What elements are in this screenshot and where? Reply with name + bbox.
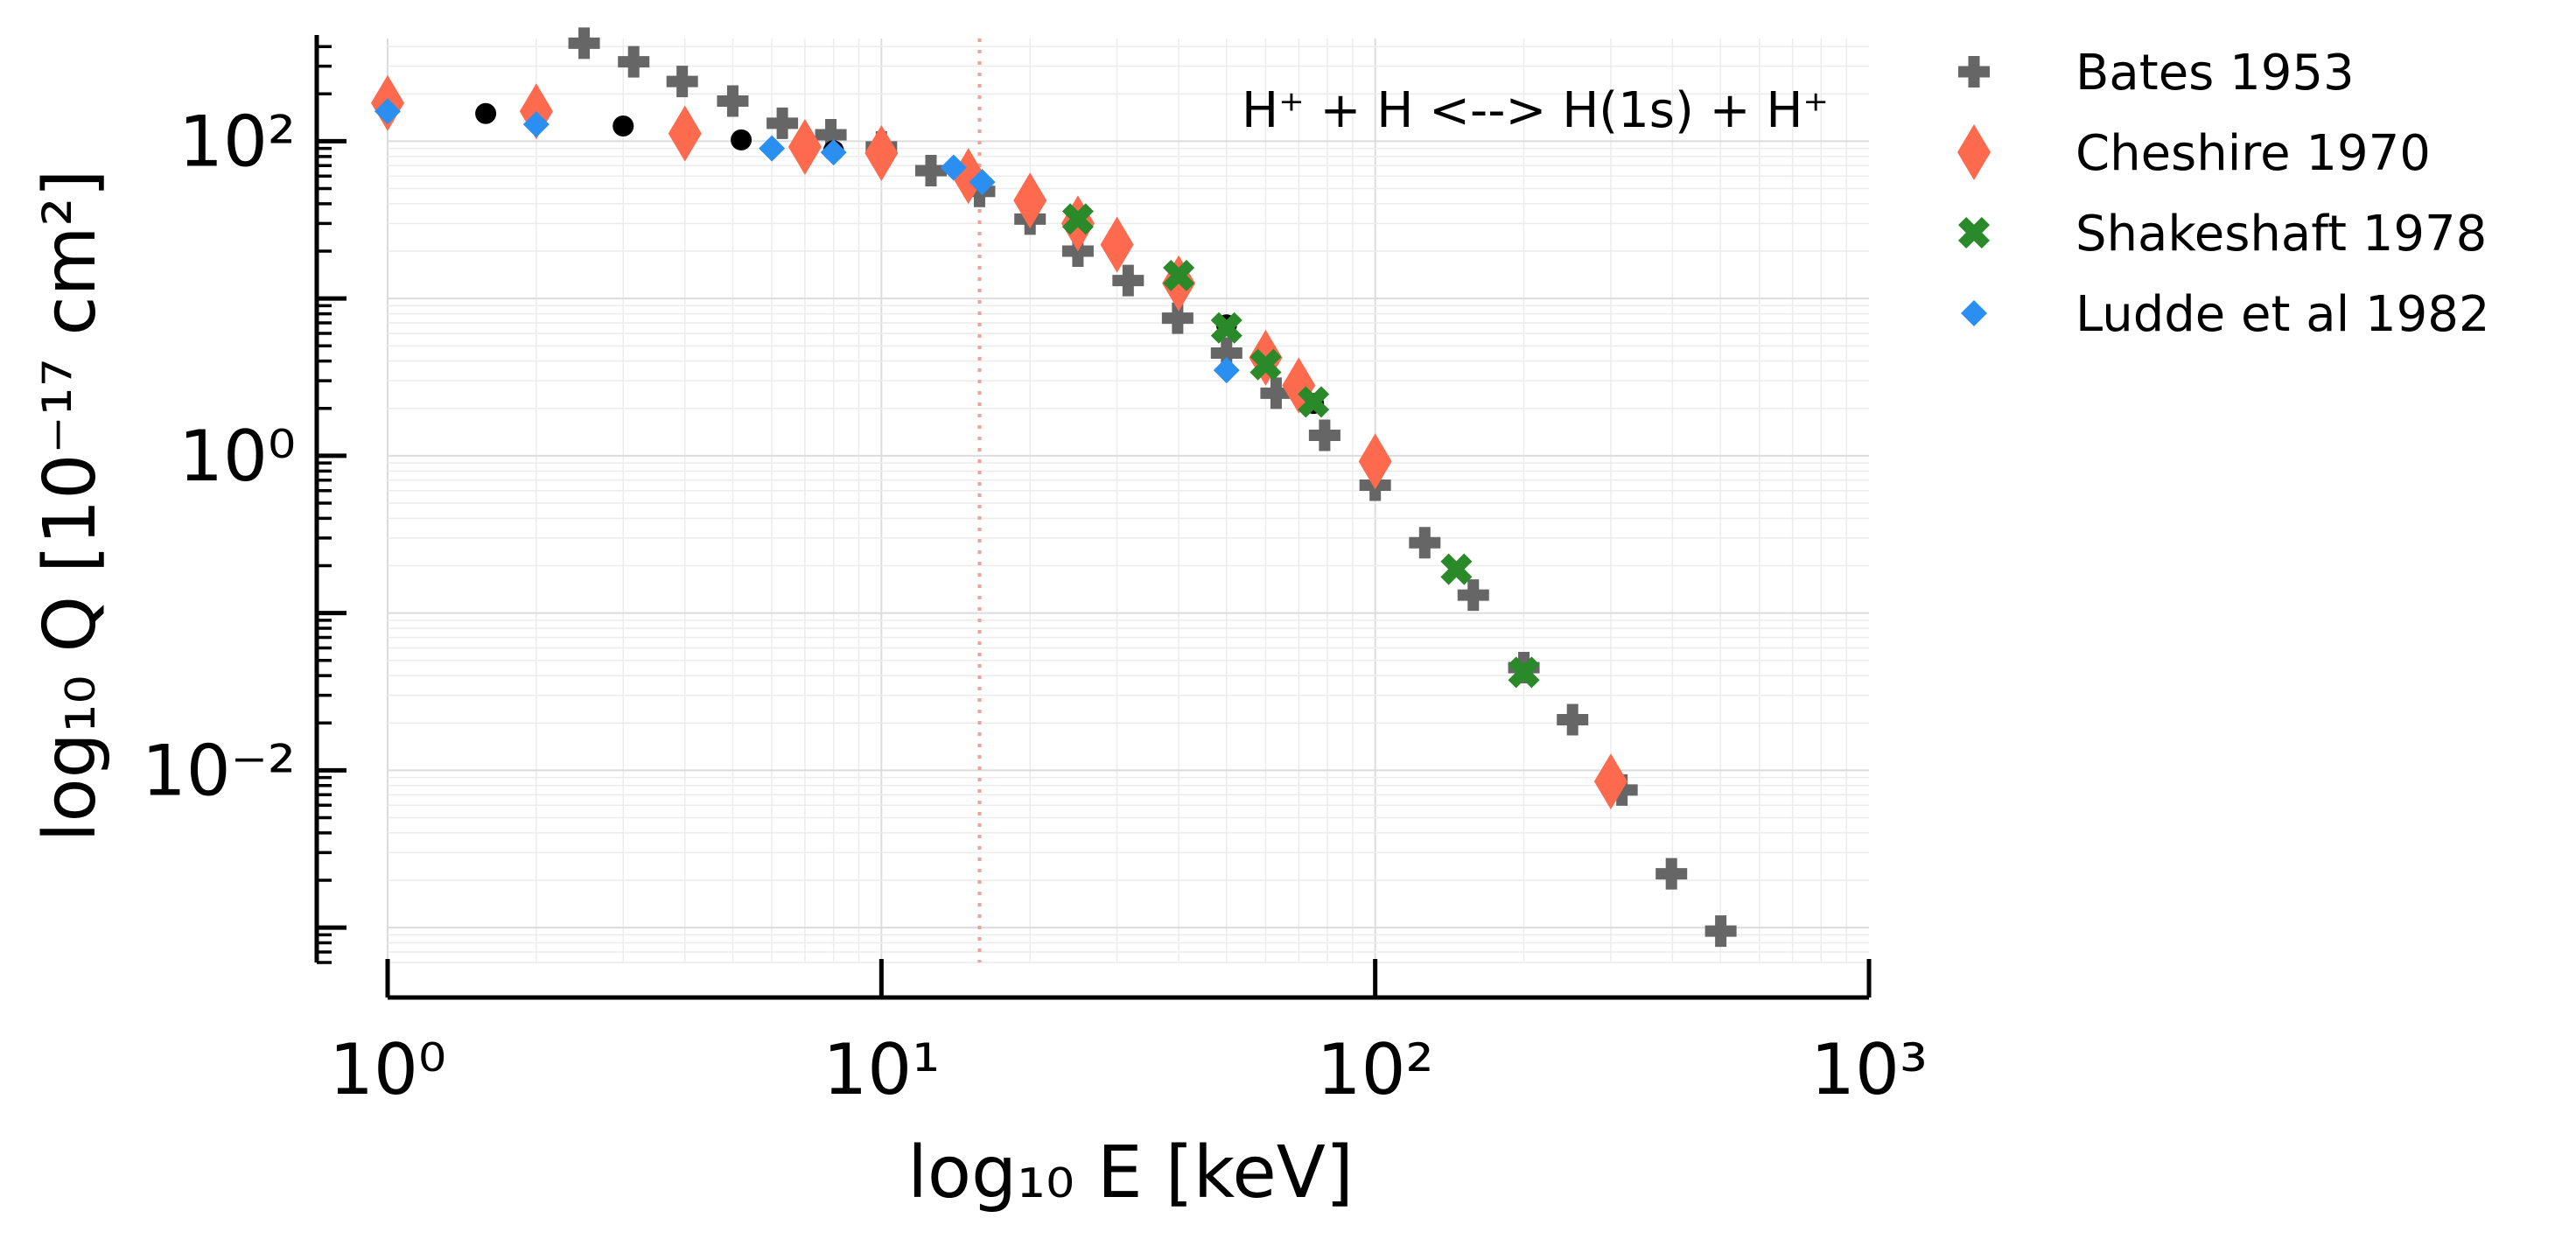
data-point [1358, 433, 1392, 490]
data-point [1409, 527, 1441, 559]
data-point [668, 105, 702, 162]
data-point [1440, 553, 1473, 585]
data-point [1308, 419, 1340, 452]
data-point [374, 98, 401, 125]
legend: Bates 1953 Cheshire 1970 Shakeshaft 1978 Lu… [1957, 45, 2489, 343]
y-tick-label: 10² [178, 101, 296, 182]
x-tick-label: 10¹ [822, 1029, 940, 1110]
legend-marker-shape [1957, 216, 1991, 249]
data-point [618, 46, 650, 78]
y-tick-label: 10⁻² [142, 730, 296, 811]
data-point [612, 115, 634, 136]
data-point [759, 135, 786, 162]
series-ludde-et-al-1982 [374, 98, 1240, 384]
data-point [1213, 357, 1240, 384]
data-point [1557, 704, 1589, 736]
data-point [1112, 264, 1144, 297]
data-point [820, 139, 847, 166]
legend-item: Ludde et al 1982 [1961, 286, 2489, 343]
data-point [1593, 753, 1628, 810]
series-shakeshaft-1978 [1061, 203, 1540, 689]
data-point [914, 155, 947, 187]
legend-label: Bates 1953 [2076, 45, 2355, 102]
x-tick-label: 10⁰ [329, 1029, 446, 1110]
data-point [1161, 302, 1194, 334]
legend-item: Cheshire 1970 [1957, 124, 2431, 182]
y-tick-label: 10⁰ [178, 416, 296, 497]
reaction-annotation: H⁺ + H <--> H(1s) + H⁺ [1242, 82, 1829, 139]
grid [387, 38, 1869, 963]
data-points [371, 27, 1737, 962]
data-point [1298, 386, 1330, 418]
data-point [940, 154, 967, 181]
legend-marker [1957, 124, 1991, 180]
data-point [717, 85, 749, 117]
data-point [1163, 259, 1195, 291]
data-point [1210, 337, 1242, 369]
data-point-shape [1250, 348, 1282, 381]
legend-marker [1957, 216, 1991, 249]
data-point [1508, 656, 1540, 689]
data-point [815, 118, 847, 150]
data-point-shape [1163, 259, 1195, 291]
data-point [969, 169, 996, 196]
legend-item: Shakeshaft 1978 [1957, 206, 2487, 262]
data-point [1061, 203, 1094, 235]
data-point [731, 129, 752, 150]
data-point [766, 107, 799, 139]
data-point [864, 125, 899, 182]
legend-marker [1958, 56, 1990, 88]
data-point [1656, 858, 1688, 890]
data-point [1457, 579, 1489, 612]
legend-item: Bates 1953 [1958, 45, 2355, 102]
legend-label: Shakeshaft 1978 [2076, 206, 2487, 262]
axes: 10² 10⁰ 10⁻² 10⁰ 10¹ 10² 10³ [142, 35, 1928, 1110]
data-point-shape [1298, 386, 1330, 418]
data-point [568, 27, 600, 60]
data-point [1250, 348, 1282, 381]
y-axis-label: log₁₀ Q [10⁻¹⁷ cm²] [29, 170, 112, 843]
data-point [1260, 377, 1292, 410]
legend-label: Cheshire 1970 [2076, 125, 2431, 182]
series-unlabeled-1 [475, 102, 1325, 415]
series-cheshire-1970 [371, 74, 1628, 810]
x-axis-label: log₁₀ E [keV] [907, 1131, 1354, 1214]
data-point-shape [1440, 553, 1473, 585]
data-point [475, 102, 497, 124]
data-point [1013, 172, 1047, 229]
data-point-shape [1061, 203, 1094, 235]
data-point-shape [1508, 656, 1540, 689]
data-point [1704, 915, 1737, 948]
legend-marker [1961, 300, 1987, 326]
x-tick-label: 10² [1317, 1029, 1434, 1110]
legend-label: Ludde et al 1982 [2076, 286, 2489, 343]
data-point [788, 118, 822, 175]
data-point [522, 111, 550, 138]
data-point [1100, 216, 1134, 273]
data-point [666, 66, 698, 98]
data-point-shape [1210, 312, 1242, 344]
x-tick-label: 10³ [1810, 1029, 1928, 1110]
data-point [1210, 312, 1242, 344]
